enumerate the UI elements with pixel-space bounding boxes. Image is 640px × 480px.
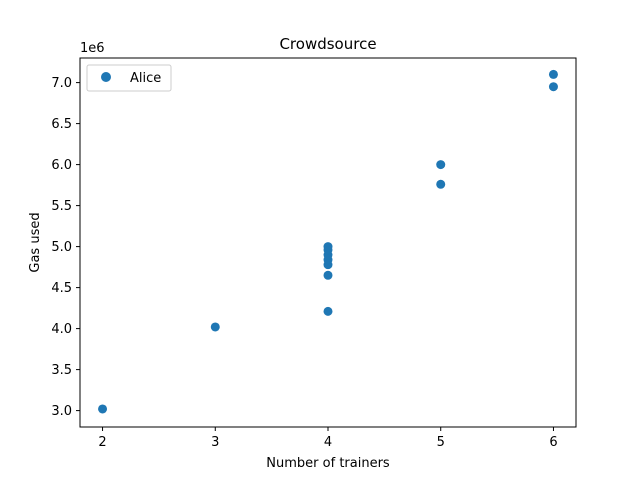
- scatter-point: [98, 404, 108, 414]
- legend-label: Alice: [130, 71, 161, 86]
- legend-box: [86, 64, 172, 92]
- y-tick-label: 6.0: [51, 158, 72, 173]
- y-tick-label: 6.5: [51, 117, 72, 132]
- x-tick-label: 6: [549, 435, 557, 450]
- y-tick-label: 4.0: [51, 322, 72, 337]
- legend-marker: [101, 72, 111, 82]
- data-points: [98, 69, 558, 414]
- axis-ticks: 2 3 4 5 6 3.0 3.5 4.0 4.5 5.0 5.5 6.0 6.5 7.0: [51, 76, 557, 450]
- x-axis-label: Number of trainers: [266, 456, 390, 471]
- x-tick-label: 5: [437, 435, 445, 450]
- legend: Alice: [86, 64, 172, 92]
- y-tick-label: 4.5: [51, 281, 72, 296]
- y-tick-label: 7.0: [51, 76, 72, 91]
- axes-frame: [79, 57, 577, 428]
- scatter-point: [210, 322, 220, 332]
- scatter-point: [548, 69, 558, 79]
- y-axis-offset-label: 1e6: [80, 41, 105, 56]
- scatter-point: [436, 160, 446, 170]
- x-tick-label: 3: [211, 435, 219, 450]
- scatter-point: [548, 82, 558, 92]
- x-tick-label: 2: [98, 435, 106, 450]
- y-tick-label: 3.5: [51, 363, 72, 378]
- y-tick-label: 5.5: [51, 199, 72, 214]
- scatter-point: [323, 306, 333, 316]
- scatter-point: [323, 270, 333, 280]
- x-tick-label: 4: [324, 435, 332, 450]
- scatter-point: [436, 179, 446, 189]
- y-tick-label: 5.0: [51, 240, 72, 255]
- scatter-point: [323, 242, 333, 252]
- y-tick-label: 3.0: [51, 404, 72, 419]
- y-axis-label: Gas used: [28, 212, 43, 272]
- chart-title: Crowdsource: [279, 35, 376, 53]
